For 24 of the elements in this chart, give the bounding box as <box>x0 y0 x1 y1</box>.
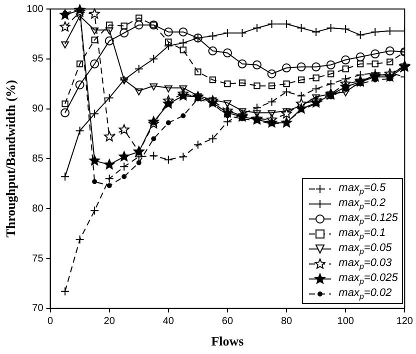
y-tick-label: 75 <box>32 253 44 264</box>
y-tick-label: 70 <box>32 303 44 314</box>
y-tick-label: 95 <box>32 54 44 65</box>
x-tick-label: 0 <box>48 316 54 328</box>
y-tick-label: 85 <box>32 153 44 164</box>
y-tick-label: 80 <box>32 203 44 214</box>
x-tick-label: 20 <box>104 316 116 328</box>
y-tick-label: 100 <box>26 4 44 15</box>
x-tick-label: 40 <box>162 316 174 328</box>
legend-label: max$_{p}$=0.1 <box>338 226 386 241</box>
y-tick-label: 90 <box>32 104 44 115</box>
legend-label: max$_{p}$=0.2 <box>338 196 386 211</box>
y-axis-title: Throughput/Bandwidth (%) <box>3 80 18 238</box>
legend-label: max$_{p}$=0.025 <box>338 272 398 286</box>
legend-label: max$_{p}$=0.125 <box>338 212 398 226</box>
legend-label: max$_{p}$=0.5 <box>338 182 386 196</box>
legend-label: max$_{p}$=0.03 <box>338 256 392 271</box>
x-tick-label: 60 <box>222 316 234 328</box>
x-axis-title: Flows <box>211 334 244 349</box>
x-tick-label: 100 <box>337 316 354 328</box>
x-tick-label: 80 <box>280 316 293 328</box>
legend-label: max$_{p}$=0.02 <box>338 286 392 301</box>
legend-label: max$_{p}$=0.05 <box>338 242 392 256</box>
x-tick-label: 120 <box>396 316 414 328</box>
